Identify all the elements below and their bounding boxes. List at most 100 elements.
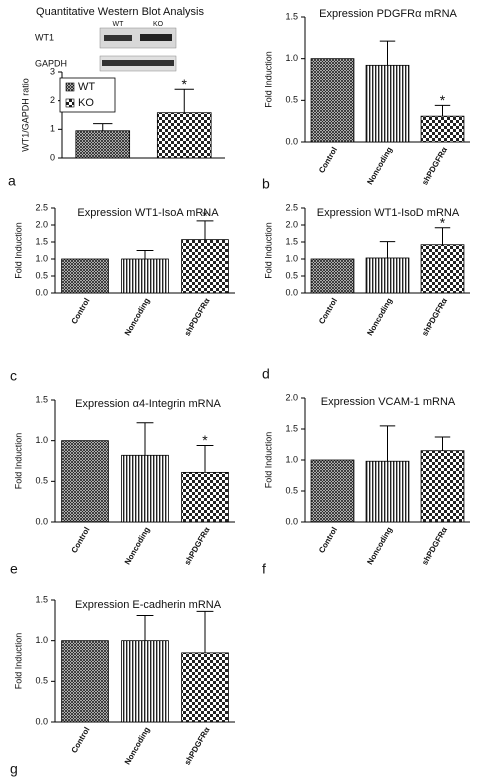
- legend-label: WT: [78, 81, 95, 93]
- y-axis-label: Fold Induction: [13, 433, 23, 490]
- error-bar: [174, 88, 194, 113]
- x-tick-label: Noncoding: [123, 296, 152, 337]
- error-bar: [136, 250, 154, 259]
- y-tick-label: 1.5: [285, 423, 298, 433]
- bar: [121, 258, 169, 294]
- panel-letter: g: [10, 761, 18, 777]
- error-bar: [136, 614, 154, 641]
- bar: [156, 112, 212, 159]
- error-bar: [196, 610, 214, 653]
- panel-letter: d: [262, 366, 270, 382]
- bar: [75, 130, 131, 159]
- y-tick-label: 0.0: [35, 716, 48, 726]
- bar: [181, 471, 229, 523]
- x-tick-label: Control: [70, 726, 92, 755]
- blot-column-label: KO: [153, 21, 164, 28]
- bar: [61, 640, 109, 723]
- bar: [61, 258, 109, 294]
- y-tick-label: 1.5: [35, 594, 48, 604]
- y-axis-label: Fold Induction: [13, 222, 23, 279]
- blot-row-label: GAPDH: [35, 58, 67, 68]
- significance-marker: *: [182, 76, 188, 92]
- x-tick-label: shPDGFRα: [183, 525, 212, 566]
- y-tick-label: 0.5: [285, 270, 298, 280]
- y-axis-label: Fold Induction: [13, 633, 23, 690]
- y-tick-label: 0.0: [35, 287, 48, 297]
- panel-letter: c: [10, 368, 17, 384]
- error-bar: [434, 227, 451, 245]
- panel-letter: b: [262, 176, 270, 192]
- error-bar: [434, 436, 451, 451]
- blot-band: [140, 34, 172, 41]
- y-tick-label: 2.0: [285, 392, 298, 402]
- x-tick-label: shPDGFRα: [183, 296, 212, 337]
- significance-marker: *: [440, 214, 446, 230]
- error-bar: [196, 445, 214, 473]
- y-tick-label: 1.0: [35, 253, 48, 263]
- blot-image: [99, 27, 177, 49]
- x-tick-label: Noncoding: [123, 725, 152, 766]
- x-tick-label: Noncoding: [365, 296, 394, 337]
- bar: [181, 239, 229, 294]
- bar: [310, 459, 355, 523]
- y-tick-label: 1.5: [35, 236, 48, 246]
- y-axis-label: Fold Induction: [263, 51, 273, 108]
- bar: [420, 244, 465, 294]
- y-tick-label: 2: [50, 95, 55, 105]
- x-tick-label: shPDGFRα: [420, 145, 449, 186]
- bar: [121, 454, 169, 523]
- x-tick-label: Noncoding: [365, 145, 394, 186]
- bar: [310, 58, 355, 143]
- y-tick-label: 0.5: [35, 270, 48, 280]
- x-tick-label: Control: [317, 526, 339, 555]
- y-axis-label: Fold Induction: [263, 222, 273, 279]
- bar: [365, 64, 410, 143]
- y-tick-label: 1.0: [285, 454, 298, 464]
- y-tick-label: 1.0: [35, 435, 48, 445]
- x-tick-label: shPDGFRα: [420, 296, 449, 337]
- bar: [61, 440, 109, 523]
- x-tick-label: Control: [70, 526, 92, 555]
- y-tick-label: 1.5: [285, 11, 298, 21]
- error-bar: [379, 40, 396, 66]
- error-bar: [136, 422, 154, 456]
- blot-column-label: WT: [113, 21, 125, 28]
- y-tick-label: 2.5: [35, 202, 48, 212]
- significance-marker: *: [202, 432, 208, 448]
- panel-letter: f: [262, 561, 266, 577]
- bar: [121, 640, 169, 723]
- bar: [420, 450, 465, 523]
- significance-marker: *: [440, 92, 446, 108]
- y-axis-label: WT1/GAPDH ratio: [20, 78, 30, 152]
- y-tick-label: 1.0: [35, 635, 48, 645]
- error-bar: [196, 220, 214, 240]
- y-tick-label: 0.5: [285, 95, 298, 105]
- y-tick-label: 2.0: [285, 219, 298, 229]
- y-tick-label: 1.5: [285, 236, 298, 246]
- x-tick-label: shPDGFRα: [420, 525, 449, 566]
- chart-title: Expression WT1-IsoD mRNA: [317, 207, 460, 219]
- panel-letter: a: [8, 173, 16, 189]
- y-tick-label: 0.0: [285, 287, 298, 297]
- legend-swatch: [65, 98, 75, 108]
- error-bar: [379, 241, 396, 258]
- x-tick-label: shPDGFRα: [183, 725, 212, 766]
- y-axis-label: Fold Induction: [263, 432, 273, 489]
- x-tick-label: Control: [317, 297, 339, 326]
- x-tick-label: Noncoding: [123, 525, 152, 566]
- bar: [420, 115, 465, 143]
- y-tick-label: 0: [50, 152, 55, 162]
- y-tick-label: 2.0: [35, 219, 48, 229]
- y-tick-label: 1.5: [35, 394, 48, 404]
- panel-letter: e: [10, 561, 18, 577]
- x-tick-label: Control: [317, 146, 339, 175]
- blot-band: [104, 35, 132, 41]
- error-bar: [379, 425, 396, 462]
- legend-label: KO: [78, 97, 94, 109]
- y-tick-label: 1.0: [285, 53, 298, 63]
- chart-title: Expression WT1-IsoA mRNA: [77, 207, 219, 219]
- y-tick-label: 0.0: [285, 516, 298, 526]
- y-tick-label: 0.5: [35, 476, 48, 486]
- y-tick-label: 0.0: [285, 136, 298, 146]
- chart-title: Quantitative Western Blot Analysis: [36, 6, 204, 18]
